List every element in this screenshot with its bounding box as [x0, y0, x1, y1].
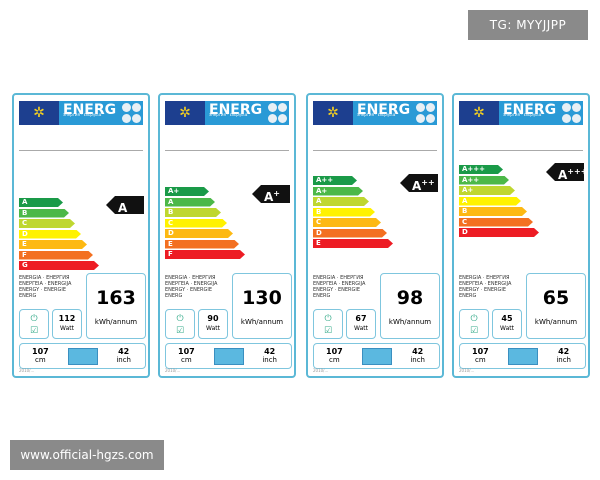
watt-box: 112 Watt: [52, 309, 82, 339]
eu-flag-icon: ✲: [459, 101, 499, 125]
energy-class-bar: C: [165, 219, 227, 228]
rating-arrow: A++: [400, 174, 438, 192]
energy-class-bar: E: [165, 240, 239, 249]
consumption-box: 163 kWh/annum: [86, 273, 146, 339]
tv-icon: [214, 348, 244, 365]
energy-class-bar: A+: [165, 187, 209, 196]
energy-label-card: ✲ ENERG энергия · ενεργεια A++ A+ A B C D E A+…: [306, 93, 444, 378]
energy-class-bar: A: [19, 198, 63, 207]
energy-subtitle: энергия · ενεργεια: [209, 112, 248, 117]
eu-flag-icon: ✲: [313, 101, 353, 125]
energy-class-bar: E: [19, 240, 87, 249]
energy-class-bar: B: [313, 208, 375, 217]
eu-flag-icon: ✲: [165, 101, 205, 125]
tv-icon: [508, 348, 538, 365]
energy-class-bar: A+++: [459, 165, 503, 174]
energy-class-bar: B: [19, 209, 69, 218]
power-switch-icon: ⏻ ☑: [459, 309, 489, 339]
energy-class-bar: A+: [459, 186, 515, 195]
energy-label-card: ✲ ENERG энергия · ενεργεια A+++ A++ A+ A B C D…: [452, 93, 590, 378]
tag-label: TG: MYYJJPP: [468, 10, 588, 40]
divider: [165, 150, 289, 151]
energy-class-bar: G: [19, 261, 99, 270]
consumption-box: 130 kWh/annum: [232, 273, 292, 339]
multilang-text: ENERGIA · ЕНЕРГИЯ ENEPΓEIA · ENERGIJA EN…: [459, 275, 512, 299]
watermark: www.official-hgzs.com: [10, 440, 164, 470]
energy-class-bar: B: [165, 208, 221, 217]
energy-class-bar: A: [165, 198, 215, 207]
energy-title: ENERG: [63, 102, 117, 118]
watt-box: 45 Watt: [492, 309, 522, 339]
energy-class-bar: C: [19, 219, 75, 228]
energy-class-bar: F: [165, 250, 245, 259]
energy-class-bar: D: [459, 228, 539, 237]
energy-subtitle: энергия · ενεργεια: [357, 112, 396, 117]
power-switch-icon: ⏻ ☑: [19, 309, 49, 339]
consumption-box: 98 kWh/annum: [380, 273, 440, 339]
energy-class-bar: A++: [459, 176, 509, 185]
eu-flag-icon: ✲: [19, 101, 59, 125]
label-header: ✲ ENERG энергия · ενεργεια: [165, 101, 289, 125]
watt-box: 90 Watt: [198, 309, 228, 339]
energy-subtitle: энергия · ενεργεια: [63, 112, 102, 117]
divider: [313, 150, 437, 151]
label-header: ✲ ENERG энергия · ενεργεια: [313, 101, 437, 125]
consumption-box: 65 kWh/annum: [526, 273, 586, 339]
footer-text: 2010/...: [313, 368, 329, 373]
screen-size-box: 107 cm 42 inch: [19, 343, 146, 369]
footer-text: 2010/...: [19, 368, 35, 373]
energy-title: ENERG: [357, 102, 411, 118]
rating-arrow: A+: [252, 185, 290, 203]
rating-arrow: A: [106, 196, 144, 214]
energy-class-bar: A++: [313, 176, 357, 185]
label-header: ✲ ENERG энергия · ενεργεια: [19, 101, 143, 125]
power-switch-icon: ⏻ ☑: [165, 309, 195, 339]
energy-class-bar: D: [19, 230, 81, 239]
energy-title: ENERG: [209, 102, 263, 118]
tv-icon: [362, 348, 392, 365]
power-switch-icon: ⏻ ☑: [313, 309, 343, 339]
energy-class-bar: A+: [313, 187, 363, 196]
energy-class-bar: B: [459, 207, 527, 216]
energy-subtitle: энергия · ενεργεια: [503, 112, 542, 117]
multilang-text: ENERGIA · ЕНЕРГИЯ ENEPΓEIA · ENERGIJA EN…: [165, 275, 218, 299]
screen-size-box: 107 cm 42 inch: [459, 343, 586, 369]
screen-size-box: 107 cm 42 inch: [313, 343, 440, 369]
energy-class-bar: A: [459, 197, 521, 206]
multilang-text: ENERGIA · ЕНЕРГИЯ ENEPΓEIA · ENERGIJA EN…: [313, 275, 366, 299]
energy-class-bar: D: [313, 229, 387, 238]
energy-class-bar: C: [313, 218, 381, 227]
energy-class-bar: F: [19, 251, 93, 260]
energy-class-bar: A: [313, 197, 369, 206]
label-header: ✲ ENERG энергия · ενεργεια: [459, 101, 583, 125]
energy-label-card: ✲ ENERG энергия · ενεργεια A+ A B C D E F A+ E…: [158, 93, 296, 378]
tv-icon: [68, 348, 98, 365]
footer-text: 2010/...: [459, 368, 475, 373]
rating-arrow: A+++: [546, 163, 584, 181]
energy-class-bar: E: [313, 239, 393, 248]
energy-title: ENERG: [503, 102, 557, 118]
screen-size-box: 107 cm 42 inch: [165, 343, 292, 369]
energy-class-bar: C: [459, 218, 533, 227]
divider: [19, 150, 143, 151]
multilang-text: ENERGIA · ЕНЕРГИЯ ENEPΓEIA · ENERGIJA EN…: [19, 275, 72, 299]
energy-class-bar: D: [165, 229, 233, 238]
watt-box: 67 Watt: [346, 309, 376, 339]
footer-text: 2010/...: [165, 368, 181, 373]
divider: [459, 150, 583, 151]
